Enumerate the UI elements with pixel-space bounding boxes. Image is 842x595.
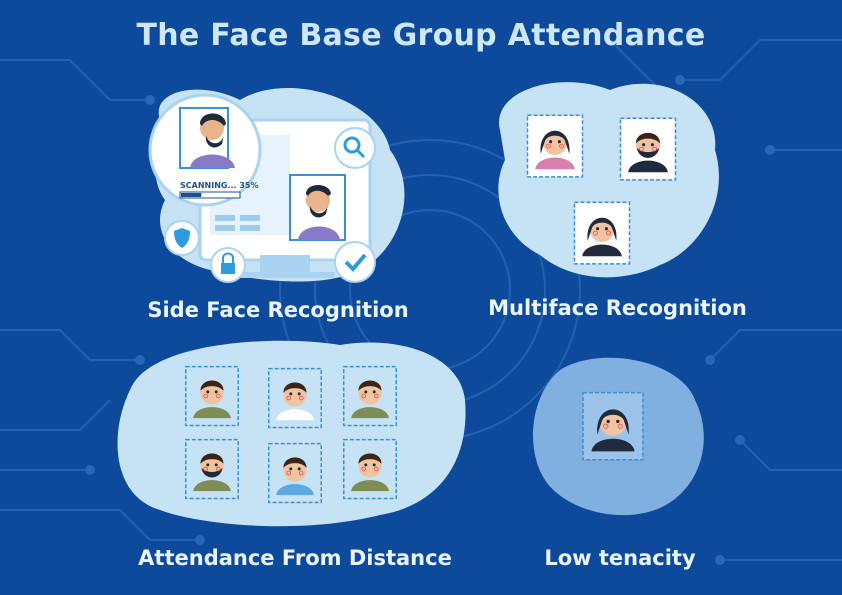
- face-icon: [343, 438, 397, 500]
- face-icon: [619, 117, 677, 181]
- face-icon: [185, 365, 239, 427]
- scan-circle: [148, 93, 262, 207]
- shield-icon: [164, 220, 200, 256]
- side-face-caption: Side Face Recognition: [147, 298, 409, 322]
- check-icon: [334, 241, 376, 283]
- face-icon: [268, 367, 322, 429]
- scan-status-text: SCANNING... 35%: [180, 181, 259, 190]
- low-tenacity-caption: Low tenacity: [544, 546, 696, 570]
- face-icon: [573, 201, 631, 265]
- multiface-caption: Multiface Recognition: [488, 296, 747, 320]
- face-icon: [343, 365, 397, 427]
- distance-caption: Attendance From Distance: [138, 546, 452, 570]
- lock-icon: [210, 247, 246, 283]
- face-icon: [526, 114, 584, 178]
- scan-progress-bar: [179, 191, 241, 199]
- face-icon: [582, 391, 644, 461]
- scan-progress-fill: [181, 193, 202, 197]
- face-icon: [268, 442, 322, 504]
- search-icon: [334, 127, 376, 169]
- page-title: The Face Base Group Attendance: [136, 18, 706, 53]
- face-icon: [185, 438, 239, 500]
